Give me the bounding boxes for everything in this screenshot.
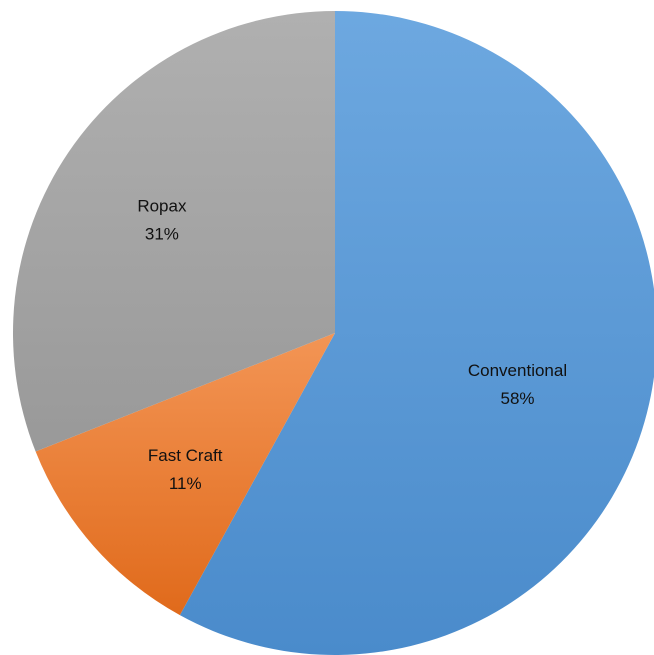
data-label-conventional: Conventional 58% — [468, 361, 567, 408]
data-label-ropax: Ropax 31% — [137, 196, 187, 243]
data-label-category: Ropax — [137, 196, 187, 215]
pie-slice-ropax — [12, 11, 335, 452]
data-label-fast-craft: Fast Craft 11% — [148, 446, 223, 493]
pie-slices — [12, 11, 654, 655]
data-label-percent: 31% — [145, 224, 179, 243]
pie-slice-conventional — [179, 11, 654, 655]
data-label-percent: 11% — [169, 474, 202, 493]
data-label-percent: 58% — [500, 389, 534, 408]
pie-labels: Conventional 58% Fast Craft 11% Ropax 31% — [137, 196, 567, 493]
data-label-category: Conventional — [468, 361, 567, 380]
data-label-category: Fast Craft — [148, 446, 223, 465]
pie-slice-fast-craft — [35, 333, 336, 616]
